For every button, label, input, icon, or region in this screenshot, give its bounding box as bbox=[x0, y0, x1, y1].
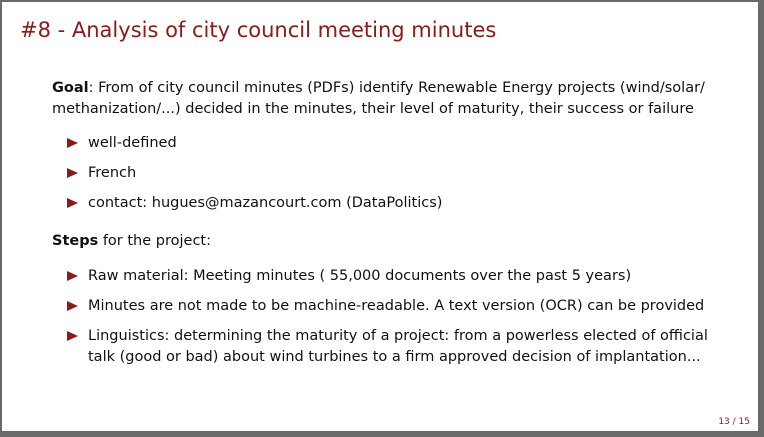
list-item-text: contact: hugues@mazancourt.com (DataPoli… bbox=[88, 195, 443, 211]
list-item-text: Minutes are not made to be machine-reada… bbox=[88, 298, 705, 314]
goal-list: well-defined French contact: hugues@maza… bbox=[52, 133, 732, 214]
list-item: well-defined bbox=[52, 133, 732, 154]
steps-text: for the project: bbox=[98, 233, 211, 249]
bullet-triangle-icon bbox=[67, 138, 78, 148]
list-item-text: French bbox=[88, 165, 137, 181]
steps-paragraph: Steps for the project: bbox=[52, 231, 732, 252]
slide-title: #8 - Analysis of city council meeting mi… bbox=[20, 18, 497, 42]
bullet-triangle-icon bbox=[67, 168, 78, 178]
list-item: Raw material: Meeting minutes ( 55,000 d… bbox=[52, 266, 732, 287]
slide: #8 - Analysis of city council meeting mi… bbox=[2, 2, 758, 431]
list-item-text: well-defined bbox=[88, 135, 177, 151]
list-item: Linguistics: determining the maturity of… bbox=[52, 326, 732, 368]
list-item: contact: hugues@mazancourt.com (DataPoli… bbox=[52, 193, 732, 214]
goal-label: Goal bbox=[52, 80, 89, 96]
steps-list: Raw material: Meeting minutes ( 55,000 d… bbox=[52, 266, 732, 368]
list-item: Minutes are not made to be machine-reada… bbox=[52, 296, 732, 317]
bullet-triangle-icon bbox=[67, 331, 78, 341]
goal-text: : From of city council minutes (PDFs) id… bbox=[52, 80, 705, 117]
bullet-triangle-icon bbox=[67, 271, 78, 281]
list-item: French bbox=[52, 163, 732, 184]
steps-label: Steps bbox=[52, 233, 99, 249]
goal-paragraph: Goal: From of city council minutes (PDFs… bbox=[52, 78, 732, 120]
bullet-triangle-icon bbox=[67, 198, 78, 208]
list-item-text: Linguistics: determining the maturity of… bbox=[88, 328, 708, 365]
page-number: 13 / 15 bbox=[718, 417, 750, 427]
list-item-text: Raw material: Meeting minutes ( 55,000 d… bbox=[88, 268, 632, 284]
bullet-triangle-icon bbox=[67, 301, 78, 311]
slide-body: Goal: From of city council minutes (PDFs… bbox=[52, 78, 732, 377]
